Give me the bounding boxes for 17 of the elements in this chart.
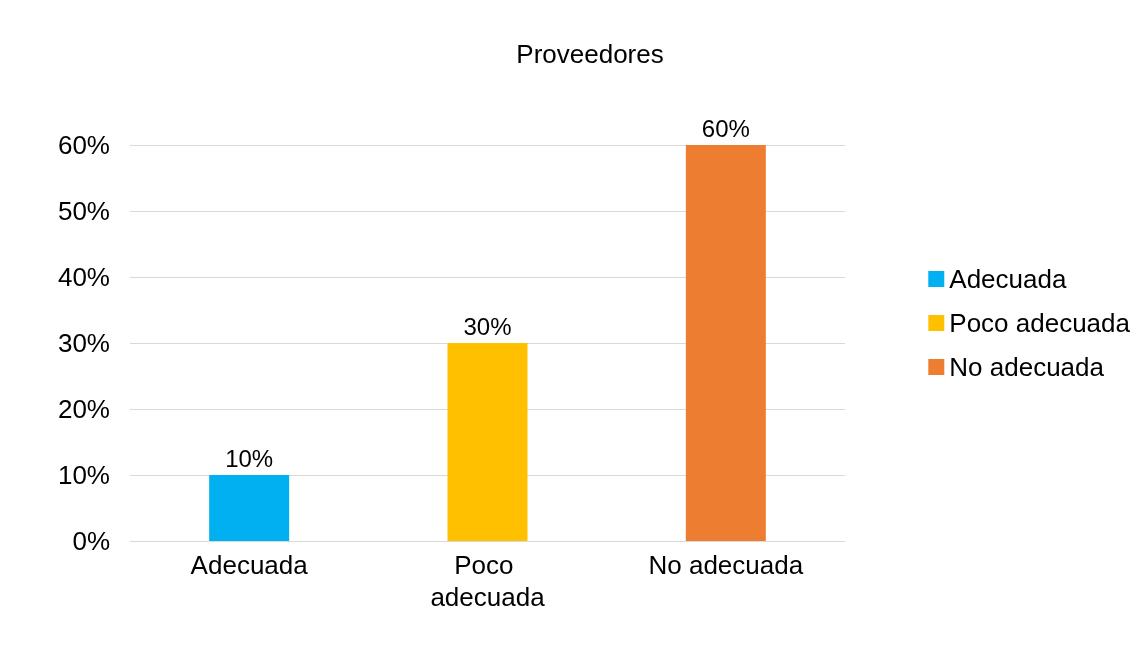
y-tick-label: 0%	[72, 526, 110, 556]
data-label: 30%	[463, 312, 512, 340]
y-tick-label: 40%	[57, 262, 110, 292]
legend-label: No adecuada	[949, 352, 1105, 382]
data-label: 10%	[225, 444, 274, 472]
y-tick-label: 20%	[57, 394, 110, 424]
chart-title: Proveedores	[516, 39, 664, 69]
y-tick-label: 10%	[57, 460, 110, 490]
x-tick-label: No adecuada	[648, 550, 804, 580]
y-tick-label: 60%	[57, 130, 110, 160]
y-tick-label: 50%	[57, 196, 110, 226]
legend-label: Poco adecuada	[949, 308, 1131, 338]
data-label: 60%	[701, 114, 750, 142]
x-tick-label: Adecuada	[190, 550, 309, 580]
x-tick-label: Poco adecuada	[430, 550, 546, 612]
legend-label: Adecuada	[949, 264, 1067, 294]
y-tick-label: 30%	[57, 328, 110, 358]
